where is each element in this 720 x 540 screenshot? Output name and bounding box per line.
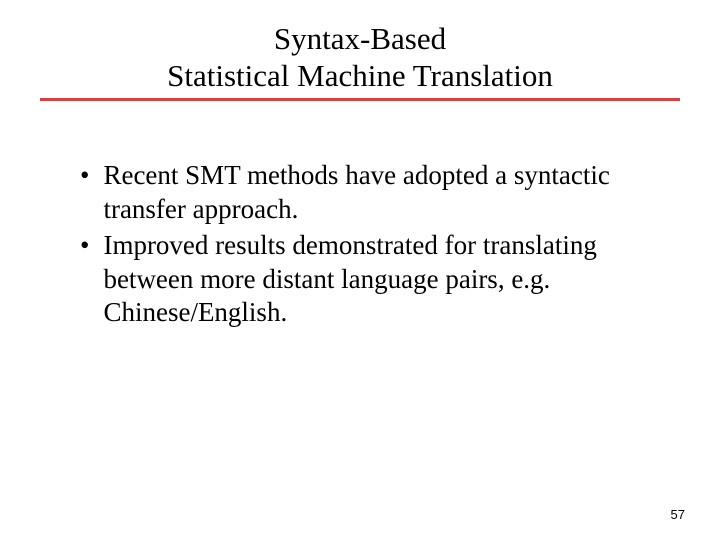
slide-title-area: Syntax-Based Statistical Machine Transla…	[50, 20, 670, 109]
bullet-text: Recent SMT methods have adopted a syntac…	[103, 159, 660, 227]
bullet-text: Improved results demonstrated for transl…	[103, 229, 660, 330]
title-underline	[40, 98, 680, 101]
content-area: • Recent SMT methods have adopted a synt…	[50, 159, 670, 330]
title-line-2: Statistical Machine Translation	[50, 57, 670, 94]
bullet-marker-icon: •	[80, 229, 89, 263]
page-number: 57	[671, 507, 685, 522]
bullet-marker-icon: •	[80, 159, 89, 193]
slide-container: Syntax-Based Statistical Machine Transla…	[0, 0, 720, 540]
bullet-item: • Improved results demonstrated for tran…	[80, 229, 660, 330]
bullet-item: • Recent SMT methods have adopted a synt…	[80, 159, 660, 227]
title-line-1: Syntax-Based	[50, 20, 670, 57]
